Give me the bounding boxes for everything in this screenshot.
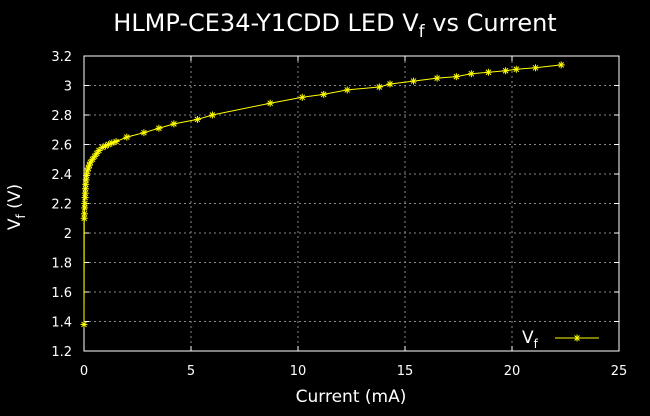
- marker-stroke: [83, 172, 90, 179]
- marker-stroke: [81, 321, 87, 328]
- data-point: [112, 138, 120, 146]
- marker-stroke: [485, 69, 492, 76]
- marker-stroke: [320, 91, 327, 98]
- data-point: [557, 61, 565, 69]
- y-axis-label: Vf (V): [5, 184, 28, 230]
- x-tick-label: 0: [80, 364, 88, 379]
- legend: Vf: [522, 328, 599, 351]
- legend-marker: [573, 334, 581, 342]
- data-point: [170, 120, 178, 128]
- data-point: [140, 129, 148, 137]
- data-point: [484, 68, 492, 76]
- data-point: [532, 64, 540, 72]
- marker-stroke: [83, 177, 89, 183]
- chart-title-subscript: f: [419, 22, 426, 42]
- marker-stroke: [453, 73, 460, 80]
- legend-label-subscript: f: [534, 337, 539, 351]
- y-tick-label: 1.6: [51, 286, 72, 301]
- legend-marker-star: [573, 334, 581, 342]
- y-tick-label: 2.6: [51, 139, 72, 154]
- legend-label: Vf: [522, 328, 539, 351]
- marker-stroke: [434, 75, 440, 81]
- marker-stroke: [82, 181, 89, 188]
- data-point: [467, 70, 475, 78]
- data-point: [123, 133, 131, 141]
- data-point: [155, 124, 163, 132]
- x-tick-label: 25: [611, 364, 628, 379]
- data-point: [452, 73, 460, 81]
- data-point: [512, 65, 520, 73]
- x-tick-label: 20: [504, 364, 521, 379]
- tick-label-layer: 0 5 10 15 20 25 1.2 1.4 1.6 1.8 2 2.2 2.4 2.6 2.8 3 3.2: [51, 50, 627, 379]
- marker-stroke: [513, 66, 520, 73]
- marker-stroke: [113, 138, 119, 145]
- marker-stroke: [81, 210, 88, 217]
- marker-stroke: [123, 134, 130, 140]
- data-point: [502, 67, 510, 75]
- data-point: [386, 80, 394, 88]
- data-point: [298, 93, 306, 101]
- data-point: [80, 320, 88, 328]
- data-point: [375, 83, 383, 91]
- marker-stroke: [299, 94, 306, 101]
- data-point: [320, 90, 328, 98]
- series-layer: [80, 61, 565, 328]
- data-point: [193, 115, 201, 123]
- marker-stroke: [81, 215, 88, 222]
- y-tick-label: 2: [64, 227, 72, 242]
- marker-stroke: [502, 67, 509, 74]
- marker-stroke: [171, 120, 177, 127]
- y-tick-label: 1.2: [51, 345, 72, 360]
- marker-stroke: [410, 78, 417, 84]
- marker-stroke: [81, 205, 88, 211]
- data-point: [81, 200, 89, 207]
- marker-stroke: [376, 84, 383, 90]
- marker-stroke: [387, 81, 393, 87]
- marker-stroke: [574, 335, 580, 341]
- marker-stroke: [194, 116, 201, 123]
- marker-stroke: [344, 87, 351, 93]
- data-point: [410, 77, 418, 85]
- y-tick-label: 3: [64, 80, 72, 95]
- marker-stroke: [209, 112, 216, 118]
- data-point: [208, 111, 216, 119]
- data-point: [266, 99, 274, 107]
- y-tick-label: 1.4: [51, 316, 72, 331]
- x-tick-label: 10: [290, 364, 307, 379]
- marker-stroke: [156, 125, 162, 132]
- marker-stroke: [82, 185, 89, 192]
- y-tick-label: 3.2: [51, 50, 72, 65]
- y-tick-label: 2.2: [51, 198, 72, 213]
- x-tick-label: 5: [187, 364, 195, 379]
- grid-layer: [84, 56, 619, 351]
- marker-stroke: [82, 190, 89, 197]
- data-point: [80, 210, 88, 218]
- data-point: [343, 86, 351, 94]
- data-point: [83, 171, 91, 179]
- y-axis-label-subscript: f: [14, 213, 28, 218]
- marker-stroke: [267, 100, 274, 107]
- marker-stroke: [558, 61, 565, 68]
- y-tick-label: 2.8: [51, 109, 72, 124]
- marker-stroke: [82, 200, 88, 207]
- marker-stroke: [141, 129, 147, 136]
- x-axis-label: Current (mA): [296, 387, 407, 407]
- x-tick-label: 15: [397, 364, 414, 379]
- data-point: [433, 74, 441, 82]
- marker-stroke: [82, 194, 88, 201]
- marker-stroke: [532, 64, 539, 71]
- marker-stroke: [468, 70, 475, 77]
- y-tick-label: 2.4: [51, 168, 72, 183]
- chart-title: HLMP-CE34-Y1CDD LED Vf vs Current: [113, 9, 556, 42]
- y-tick-label: 1.8: [51, 257, 72, 272]
